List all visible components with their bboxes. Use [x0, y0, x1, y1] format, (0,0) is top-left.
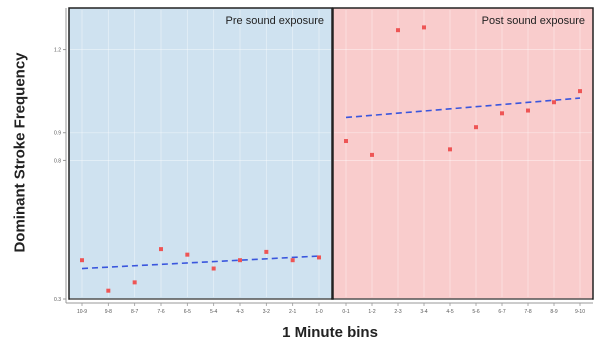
x-tick-label: 2-1: [289, 309, 296, 315]
x-tick-label: 7-6: [157, 309, 164, 315]
y-tick-label: 0.9: [54, 131, 61, 137]
x-tick-label: 6-5: [184, 309, 191, 315]
x-tick-label: 9-8: [105, 309, 112, 315]
post-data-point: [422, 25, 426, 30]
x-tick-label: 1-0: [315, 309, 322, 315]
x-tick-label: 3-2: [263, 309, 270, 315]
x-tick-label: 8-9: [550, 309, 557, 315]
x-tick-label: 1-2: [368, 309, 375, 315]
x-tick-label: 6-7: [498, 309, 505, 315]
pre-data-point: [185, 252, 190, 257]
x-tick-label: 4-5: [446, 309, 453, 315]
x-tick-label: 10-9: [77, 309, 87, 315]
pre-data-point: [211, 266, 216, 271]
pre-data-point: [132, 280, 137, 285]
y-axis-label-text: Dominant Stroke Frequency: [11, 51, 29, 253]
post-data-point: [474, 125, 478, 130]
pre-data-point: [80, 258, 84, 263]
y-tick-label: 0.8: [54, 158, 61, 164]
post-trend-line: [345, 97, 581, 119]
post-data-point: [448, 147, 452, 152]
y-axis-label: Dominant Stroke Frequency: [8, 6, 32, 298]
pre-data-point: [264, 249, 269, 254]
post-data-point: [370, 152, 374, 157]
x-tick-label: 0-1: [342, 309, 349, 315]
x-tick-label: 3-4: [420, 309, 427, 315]
post-data-point: [344, 139, 348, 144]
post-data-point: [552, 100, 556, 105]
post-data-point: [578, 89, 582, 94]
post-panel-title: Post sound exposure: [482, 15, 585, 27]
post-panel-background: [332, 7, 594, 300]
pre-data-point: [159, 247, 163, 252]
x-axis-label: 1 Minute bins: [282, 324, 378, 341]
y-tick-label: 1.2: [54, 48, 61, 54]
pre-data-point: [238, 258, 242, 263]
post-data-point: [500, 111, 504, 116]
pre-data-point: [290, 258, 295, 263]
post-data-point: [396, 28, 400, 33]
x-tick-label: 8-7: [131, 309, 138, 315]
x-tick-label: 7-8: [524, 309, 531, 315]
pre-panel-background: [68, 7, 333, 300]
post-data-point: [526, 108, 530, 113]
x-tick-label: 2-3: [394, 309, 401, 315]
x-tick-label: 9-10: [575, 309, 585, 315]
x-tick-label: 5-6: [472, 309, 479, 315]
x-tick-label: 5-4: [210, 309, 217, 315]
pre-data-point: [317, 255, 321, 260]
pre-data-point: [106, 288, 111, 293]
pre-panel-title: Pre sound exposure: [226, 15, 324, 27]
y-tick-label: 0.3: [54, 297, 61, 303]
x-tick-label: 4-3: [236, 309, 243, 315]
